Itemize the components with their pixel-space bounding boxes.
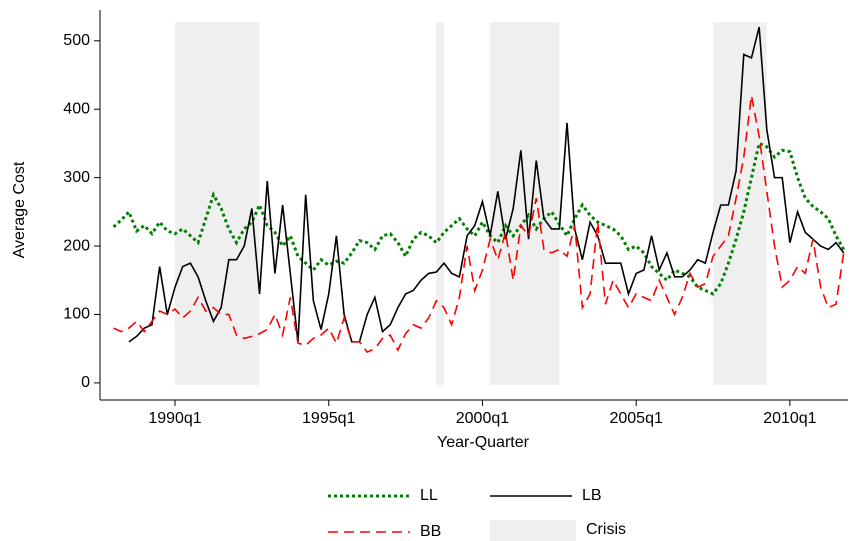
y-tick-label: 400 <box>63 100 90 117</box>
x-tick-label: 1990q1 <box>148 410 201 427</box>
series-line <box>113 95 845 354</box>
y-axis-title: Average Cost <box>11 161 28 258</box>
y-tick-label: 200 <box>63 237 90 254</box>
y-tick-label: 0 <box>81 374 90 391</box>
x-tick-label: 2005q1 <box>609 410 662 427</box>
legend-label: BB <box>420 523 441 540</box>
y-tick-label: 100 <box>63 306 90 323</box>
x-tick-label: 1995q1 <box>302 410 355 427</box>
x-tick-label: 2000q1 <box>456 410 509 427</box>
series-line <box>128 26 845 343</box>
series-line <box>112 141 846 296</box>
legend-label: LB <box>582 487 602 504</box>
legend-label: Crisis <box>586 521 626 538</box>
y-tick-label: 500 <box>63 32 90 49</box>
crisis-band <box>436 22 445 385</box>
y-tick-label: 300 <box>63 169 90 186</box>
legend-swatch <box>490 520 576 541</box>
x-tick-label: 2010q1 <box>763 410 816 427</box>
crisis-band <box>713 22 767 385</box>
x-axis-title: Year-Quarter <box>437 434 530 451</box>
legend-label: LL <box>420 487 438 504</box>
